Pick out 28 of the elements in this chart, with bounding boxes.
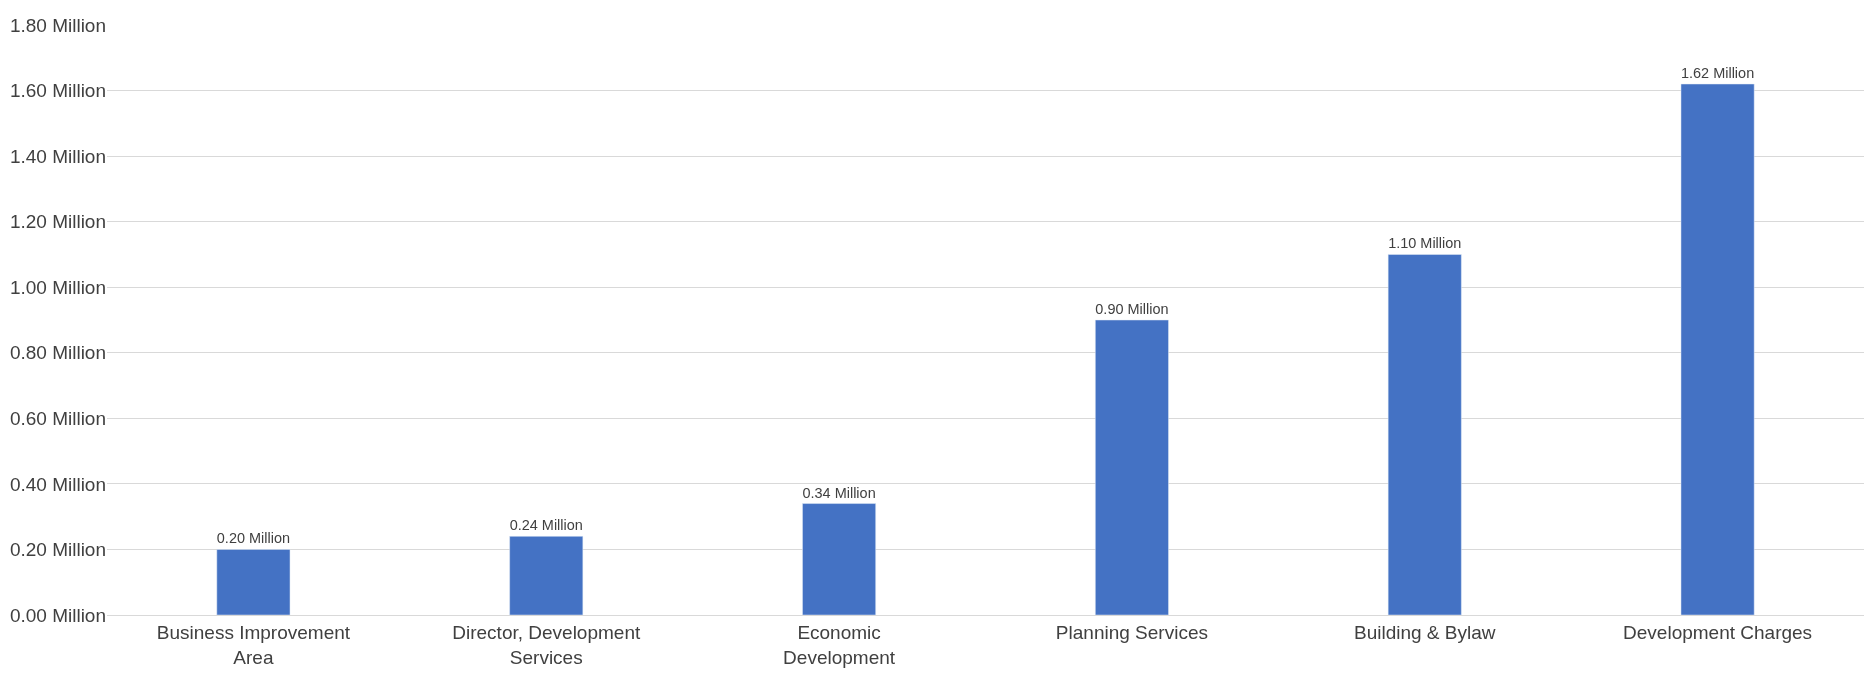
y-tick-label: 0.40 Million [9, 473, 106, 495]
y-tick-label: 1.60 Million [9, 80, 106, 102]
data-label: 0.20 Million [216, 530, 291, 547]
y-tick-label: 1.40 Million [9, 145, 106, 167]
bar [1095, 319, 1169, 615]
data-label: 1.10 Million [1388, 235, 1462, 252]
data-label: 1.62 Million [1680, 64, 1755, 81]
bar [216, 549, 291, 615]
bar [1387, 254, 1462, 615]
data-label: 0.90 Million [1095, 300, 1169, 317]
bar [802, 503, 876, 615]
y-tick-label: 1.20 Million [9, 211, 106, 233]
y-tick-label: 0.80 Million [9, 342, 106, 364]
x-tick-label: Building & Bylaw [1353, 621, 1496, 643]
x-tick-label: Planning Services [1055, 621, 1208, 643]
y-tick-label: 1.80 Million [9, 14, 106, 36]
y-tick-label: 0.00 Million [9, 604, 106, 626]
y-tick-label: 1.00 Million [9, 276, 106, 298]
x-tick-label: Business Improvement Area [156, 621, 351, 668]
y-tick-label: 0.60 Million [9, 407, 106, 429]
x-tick-label: Economic Development [783, 621, 896, 668]
bar [1680, 83, 1755, 615]
data-label: 0.34 Million [802, 484, 876, 501]
data-label: 0.24 Million [509, 517, 583, 534]
bar [509, 536, 584, 615]
y-tick-label: 0.20 Million [9, 539, 106, 561]
x-tick-label: Director, Development Services [452, 621, 641, 668]
x-tick-label: Development Charges [1623, 621, 1813, 643]
